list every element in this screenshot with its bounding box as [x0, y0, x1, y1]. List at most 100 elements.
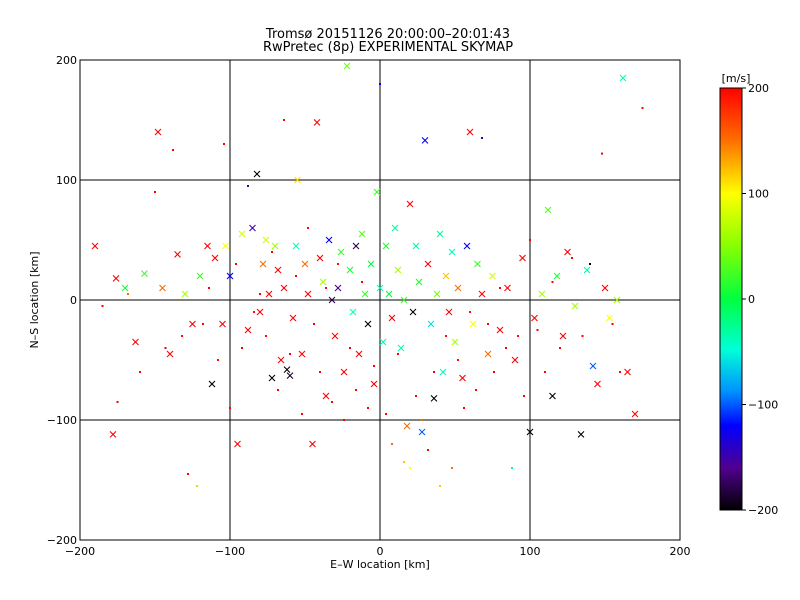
data-point-cross [463, 242, 471, 250]
data-points [91, 62, 644, 487]
data-point-dot [391, 443, 393, 445]
data-point-cross [496, 326, 504, 334]
colorbar [719, 87, 743, 511]
data-point-cross [352, 242, 360, 250]
data-point-cross [159, 284, 166, 292]
data-point-cross [478, 290, 486, 298]
data-point-cross [298, 350, 306, 358]
data-point-dot [349, 347, 351, 349]
data-point-cross [484, 350, 492, 358]
data-point-cross [619, 74, 627, 82]
data-point-cross [519, 254, 526, 262]
data-point-cross [226, 272, 234, 280]
data-point-cross [376, 284, 384, 292]
data-point-cross [268, 374, 276, 382]
data-point-dot [271, 251, 273, 253]
x-tick-label: 0 [377, 545, 384, 558]
data-point-cross [459, 374, 466, 382]
data-point-cross [292, 242, 300, 250]
data-point-dot [187, 473, 189, 475]
data-point-cross [439, 368, 447, 376]
x-tick-label: 200 [670, 545, 691, 558]
chart-title: Tromsø 20151126 20:00:00–20:01:43 [265, 27, 510, 42]
data-point-cross [234, 440, 241, 448]
data-point-cross [277, 356, 285, 364]
data-point-dot [589, 263, 591, 265]
data-point-cross [294, 176, 301, 184]
data-point-cross [415, 278, 423, 286]
data-point-cross [208, 380, 216, 388]
data-point-cross [112, 275, 120, 282]
data-point-cross [189, 320, 196, 328]
data-point-cross [331, 332, 339, 340]
data-point-cross [259, 260, 267, 268]
y-tick-label: 200 [56, 54, 77, 67]
data-point-cross [531, 314, 538, 322]
data-point-dot [154, 191, 156, 193]
data-point-dot [259, 293, 261, 295]
data-point-cross [141, 270, 148, 277]
data-point-cross [280, 284, 288, 292]
data-point-cross [631, 410, 639, 418]
y-tick-label: −100 [47, 414, 77, 427]
data-point-dot [277, 389, 279, 391]
data-point-cross [427, 320, 435, 328]
data-point-dot [202, 323, 204, 325]
data-point-cross [511, 356, 519, 364]
data-point-cross [337, 248, 345, 256]
data-point-dot [433, 371, 435, 373]
data-point-dot [235, 263, 237, 265]
data-point-cross [397, 344, 405, 352]
data-point-cross [549, 392, 556, 400]
data-point-cross [265, 290, 273, 298]
data-point-dot [463, 407, 465, 409]
data-point-cross [343, 62, 351, 70]
data-point-cross [361, 290, 369, 298]
data-point-dot [469, 311, 471, 313]
data-point-dot [325, 287, 327, 289]
data-point-cross [469, 320, 477, 328]
data-point-dot [367, 407, 369, 409]
data-point-dot [361, 281, 363, 283]
colorbar-ticks: 200 100 0 −100 −200 [742, 82, 778, 517]
data-point-cross [606, 314, 613, 322]
colorbar-tick-label: −200 [748, 504, 778, 517]
data-point-dot [517, 335, 519, 337]
data-point-cross [436, 230, 444, 238]
data-point-cross [388, 314, 396, 322]
data-point-dot [289, 353, 291, 355]
data-point-cross [204, 242, 211, 250]
data-point-dot [217, 359, 219, 361]
data-point-cross [367, 260, 375, 268]
data-point-dot [247, 185, 249, 187]
data-point-dot [421, 419, 423, 421]
data-point-cross [538, 290, 546, 298]
data-point-cross [421, 137, 429, 144]
data-point-dot [196, 485, 198, 487]
data-point-dot [319, 371, 321, 373]
data-point-dot [409, 467, 411, 469]
data-point-cross [309, 440, 316, 448]
data-point-cross [559, 332, 567, 340]
data-point-cross [370, 380, 378, 388]
colorbar-label: [m/s] [722, 72, 751, 85]
y-axis-label: N–S location [km] [28, 251, 41, 348]
data-point-dot [427, 449, 429, 451]
x-axis-label: E–W location [km] [330, 558, 430, 571]
data-point-cross [613, 296, 621, 304]
data-point-dot [511, 467, 513, 469]
data-point-dot [536, 329, 539, 331]
data-point-cross [442, 272, 450, 280]
data-point-cross [256, 308, 264, 316]
data-point-cross [166, 350, 174, 358]
data-point-cross [445, 308, 453, 316]
data-point-dot [529, 239, 531, 241]
data-point-cross [400, 296, 408, 304]
data-point-cross [409, 308, 417, 316]
y-tick-label: −200 [47, 534, 77, 547]
data-point-dot [181, 335, 183, 337]
data-point-cross [322, 392, 330, 400]
data-point-dot [439, 485, 441, 487]
data-point-cross [132, 338, 139, 346]
